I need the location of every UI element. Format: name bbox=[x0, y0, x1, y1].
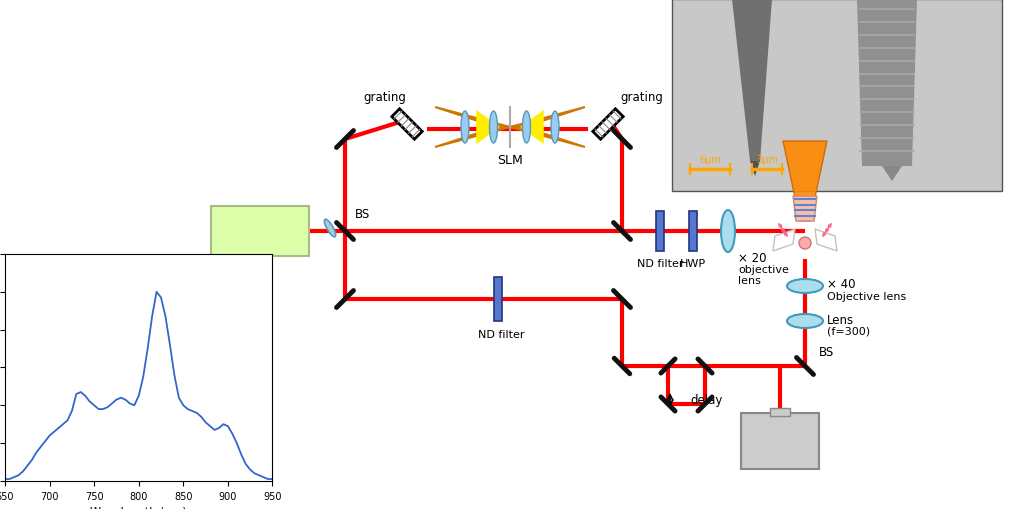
FancyBboxPatch shape bbox=[741, 413, 819, 469]
Text: grating: grating bbox=[621, 90, 664, 103]
Text: (f=300): (f=300) bbox=[827, 326, 870, 336]
Ellipse shape bbox=[523, 112, 531, 144]
Ellipse shape bbox=[787, 279, 823, 293]
Polygon shape bbox=[793, 196, 817, 221]
Text: objective: objective bbox=[738, 265, 789, 274]
Polygon shape bbox=[732, 0, 772, 162]
Ellipse shape bbox=[721, 211, 735, 252]
Text: grating: grating bbox=[363, 90, 407, 103]
Text: SLM: SLM bbox=[497, 153, 523, 166]
Text: delay: delay bbox=[690, 394, 722, 407]
Text: × 20: × 20 bbox=[738, 251, 767, 264]
Text: CCD: CCD bbox=[767, 427, 793, 440]
FancyBboxPatch shape bbox=[211, 207, 309, 257]
Polygon shape bbox=[476, 111, 544, 145]
Polygon shape bbox=[857, 0, 917, 166]
Bar bbox=[689, 212, 697, 251]
Polygon shape bbox=[750, 162, 760, 177]
Text: BS: BS bbox=[819, 346, 834, 359]
Text: ND filter: ND filter bbox=[477, 329, 525, 340]
Ellipse shape bbox=[551, 112, 559, 144]
Polygon shape bbox=[783, 142, 827, 221]
Bar bbox=[672, 0, 1002, 191]
Text: Lens: Lens bbox=[827, 313, 855, 326]
Bar bbox=[656, 212, 664, 251]
Text: Objective lens: Objective lens bbox=[827, 292, 906, 301]
Text: HWP: HWP bbox=[680, 259, 706, 268]
Text: camera: camera bbox=[757, 443, 804, 456]
Ellipse shape bbox=[461, 112, 469, 144]
Polygon shape bbox=[815, 230, 837, 251]
Text: 6μm: 6μm bbox=[699, 155, 721, 165]
Polygon shape bbox=[435, 108, 585, 148]
Bar bbox=[494, 277, 502, 321]
X-axis label: Wavelength (nm): Wavelength (nm) bbox=[91, 506, 187, 509]
Polygon shape bbox=[882, 166, 902, 182]
Polygon shape bbox=[593, 109, 624, 140]
Text: VENTEON: VENTEON bbox=[227, 225, 294, 238]
Polygon shape bbox=[391, 109, 422, 140]
Text: × 40: × 40 bbox=[827, 278, 856, 291]
Text: ND filter: ND filter bbox=[637, 259, 683, 268]
Bar bbox=[770, 408, 790, 416]
Text: 3μm: 3μm bbox=[756, 155, 778, 165]
Ellipse shape bbox=[324, 220, 336, 237]
Polygon shape bbox=[773, 230, 795, 251]
Ellipse shape bbox=[787, 315, 823, 328]
Ellipse shape bbox=[799, 238, 811, 249]
Ellipse shape bbox=[489, 112, 497, 144]
Text: lens: lens bbox=[738, 275, 761, 286]
Text: BS: BS bbox=[355, 207, 370, 220]
